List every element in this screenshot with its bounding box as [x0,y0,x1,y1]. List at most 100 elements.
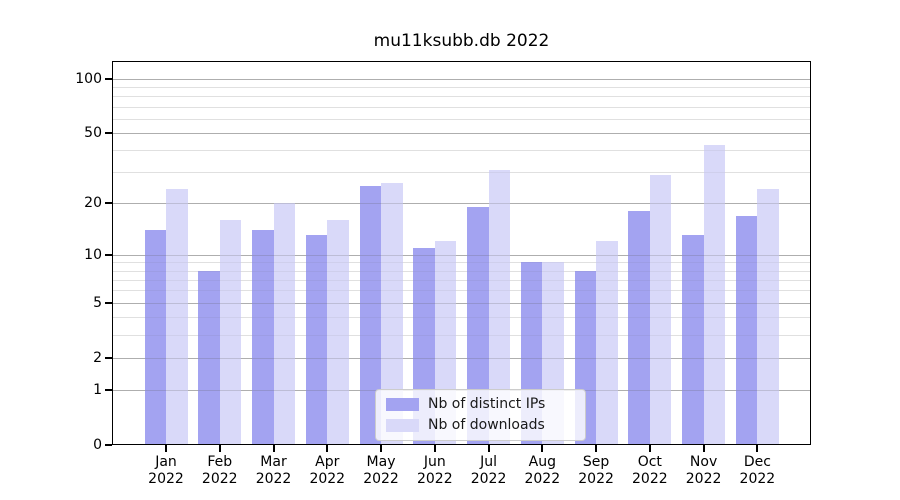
bar-distinct-ips [467,207,489,445]
bar-distinct-ips [252,229,274,445]
legend: Nb of distinct IPs Nb of downloads [375,389,586,441]
gridline-minor [112,150,811,152]
gridline-minor-overlay [112,96,811,98]
x-tick-label: May 2022 [346,454,416,488]
bar-downloads [596,241,618,445]
bar-downloads [488,169,511,445]
bar-distinct-ips [682,235,704,445]
x-tick [433,445,436,452]
x-tick [756,445,759,452]
bar-distinct-ips [198,270,220,445]
legend-label-distinct-ips: Nb of distinct IPs [428,396,546,412]
gridline-minor [112,279,811,281]
x-tick-year: 2022 [416,471,453,487]
x-tick-label: Nov 2022 [669,454,739,488]
bar-distinct-ips [144,229,166,445]
gridline-major [112,254,811,256]
x-tick-month: Jul [480,454,497,470]
gridline-minor-overlay [112,279,811,281]
y-tick-label: 2 [93,349,102,366]
gridline-minor [112,86,811,88]
x-tick-month: Dec [743,454,771,470]
x-tick-month: Mar [260,454,287,470]
gridline-major-overlay [112,302,811,304]
x-tick-month: Feb [207,454,233,470]
x-tick-label: Dec 2022 [722,454,792,488]
y-tick-label: 100 [75,70,102,87]
gridline-minor [112,118,811,120]
x-tick-month: May [366,454,396,470]
y-tick-label: 1 [93,381,102,398]
gridline-minor-overlay [112,262,811,264]
gridline-minor [112,106,811,108]
y-tick-label: 5 [93,294,102,311]
x-tick-label: Jun 2022 [400,454,470,488]
gridline-minor [112,290,811,292]
y-tick [105,356,112,359]
y-tick [105,301,112,304]
x-tick-label: Feb 2022 [185,454,255,488]
y-tick [105,131,112,134]
gridline-minor-overlay [112,106,811,108]
y-tick [105,444,112,446]
y-tick-label: 50 [84,124,102,141]
bar-distinct-ips [735,215,758,445]
x-tick-month: Apr [315,454,340,470]
y-tick-label: 0 [93,437,102,453]
x-tick-label: Jul 2022 [454,454,524,488]
x-tick-month: Jan [155,454,177,470]
gridline-minor-overlay [112,118,811,120]
x-tick-year: 2022 [363,471,399,487]
x-tick-month: Aug [528,454,556,470]
x-tick-month: Sep [582,454,610,470]
gridline-major [112,357,811,359]
x-tick-year: 2022 [148,471,184,487]
x-tick-month: Nov [689,454,718,470]
x-tick [380,445,383,452]
x-tick-label: Oct 2022 [615,454,685,488]
x-tick-year: 2022 [201,471,238,487]
plot-area [112,61,811,445]
bar-downloads [757,189,779,445]
y-tick [105,388,112,391]
bar-downloads [327,220,349,445]
gridline-major [112,203,811,205]
gridline-major [112,302,811,304]
x-tick-month: Oct [637,454,662,470]
y-tick [105,77,112,80]
x-tick-year: 2022 [470,471,507,487]
legend-swatch-distinct-ips [386,398,419,411]
bar-downloads [166,189,188,445]
gridline-major [112,132,811,134]
x-tick [541,445,544,452]
x-tick [165,445,167,452]
x-tick [326,445,329,452]
gridline-minor [112,317,811,319]
x-tick [595,445,598,452]
x-tick-year: 2022 [255,471,292,487]
gridline-minor [112,270,811,272]
gridline-major-overlay [112,357,811,359]
x-tick-year: 2022 [685,471,722,487]
gridline-minor [112,334,811,336]
bar-downloads [649,174,672,445]
gridline-minor-overlay [112,150,811,152]
gridline-minor-overlay [112,317,811,319]
gridline-major-overlay [112,78,811,80]
bar-downloads [703,144,726,445]
gridline-minor [112,172,811,174]
x-tick [218,445,221,452]
bar-downloads [381,183,403,445]
x-tick-year: 2022 [739,471,776,487]
legend-label-downloads: Nb of downloads [428,417,545,433]
gridline-minor-overlay [112,290,811,292]
x-tick-year: 2022 [578,471,614,487]
x-tick-label: Mar 2022 [239,454,309,488]
x-tick-month: Jun [423,454,446,470]
x-tick [702,445,705,452]
y-tick [105,202,112,205]
x-tick-year: 2022 [309,471,346,487]
bar-distinct-ips [359,186,382,445]
chart-title: mu11ksubb.db 2022 [373,31,550,51]
